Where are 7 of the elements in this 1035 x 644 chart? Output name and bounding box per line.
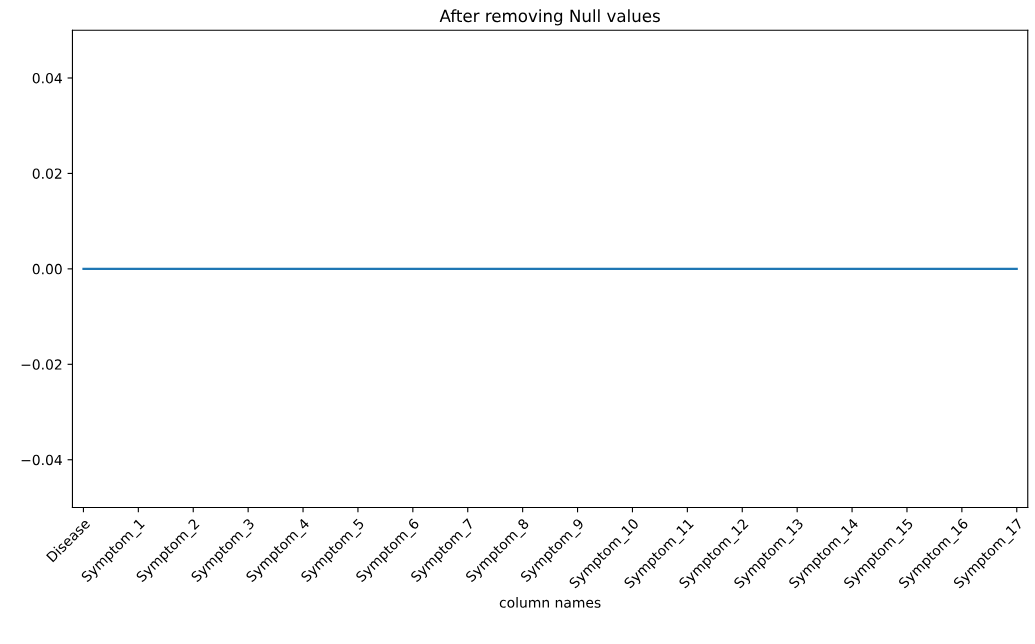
y-tick-label: 0.00 <box>32 263 62 275</box>
y-tick-label: −0.04 <box>21 454 62 466</box>
x-axis-title: column names <box>499 597 601 608</box>
y-tick-label: 0.02 <box>32 168 62 179</box>
y-tick-label: −0.02 <box>21 359 62 370</box>
chart-title: After removing Null values <box>439 9 660 26</box>
y-tick-label: 0.04 <box>32 72 62 84</box>
